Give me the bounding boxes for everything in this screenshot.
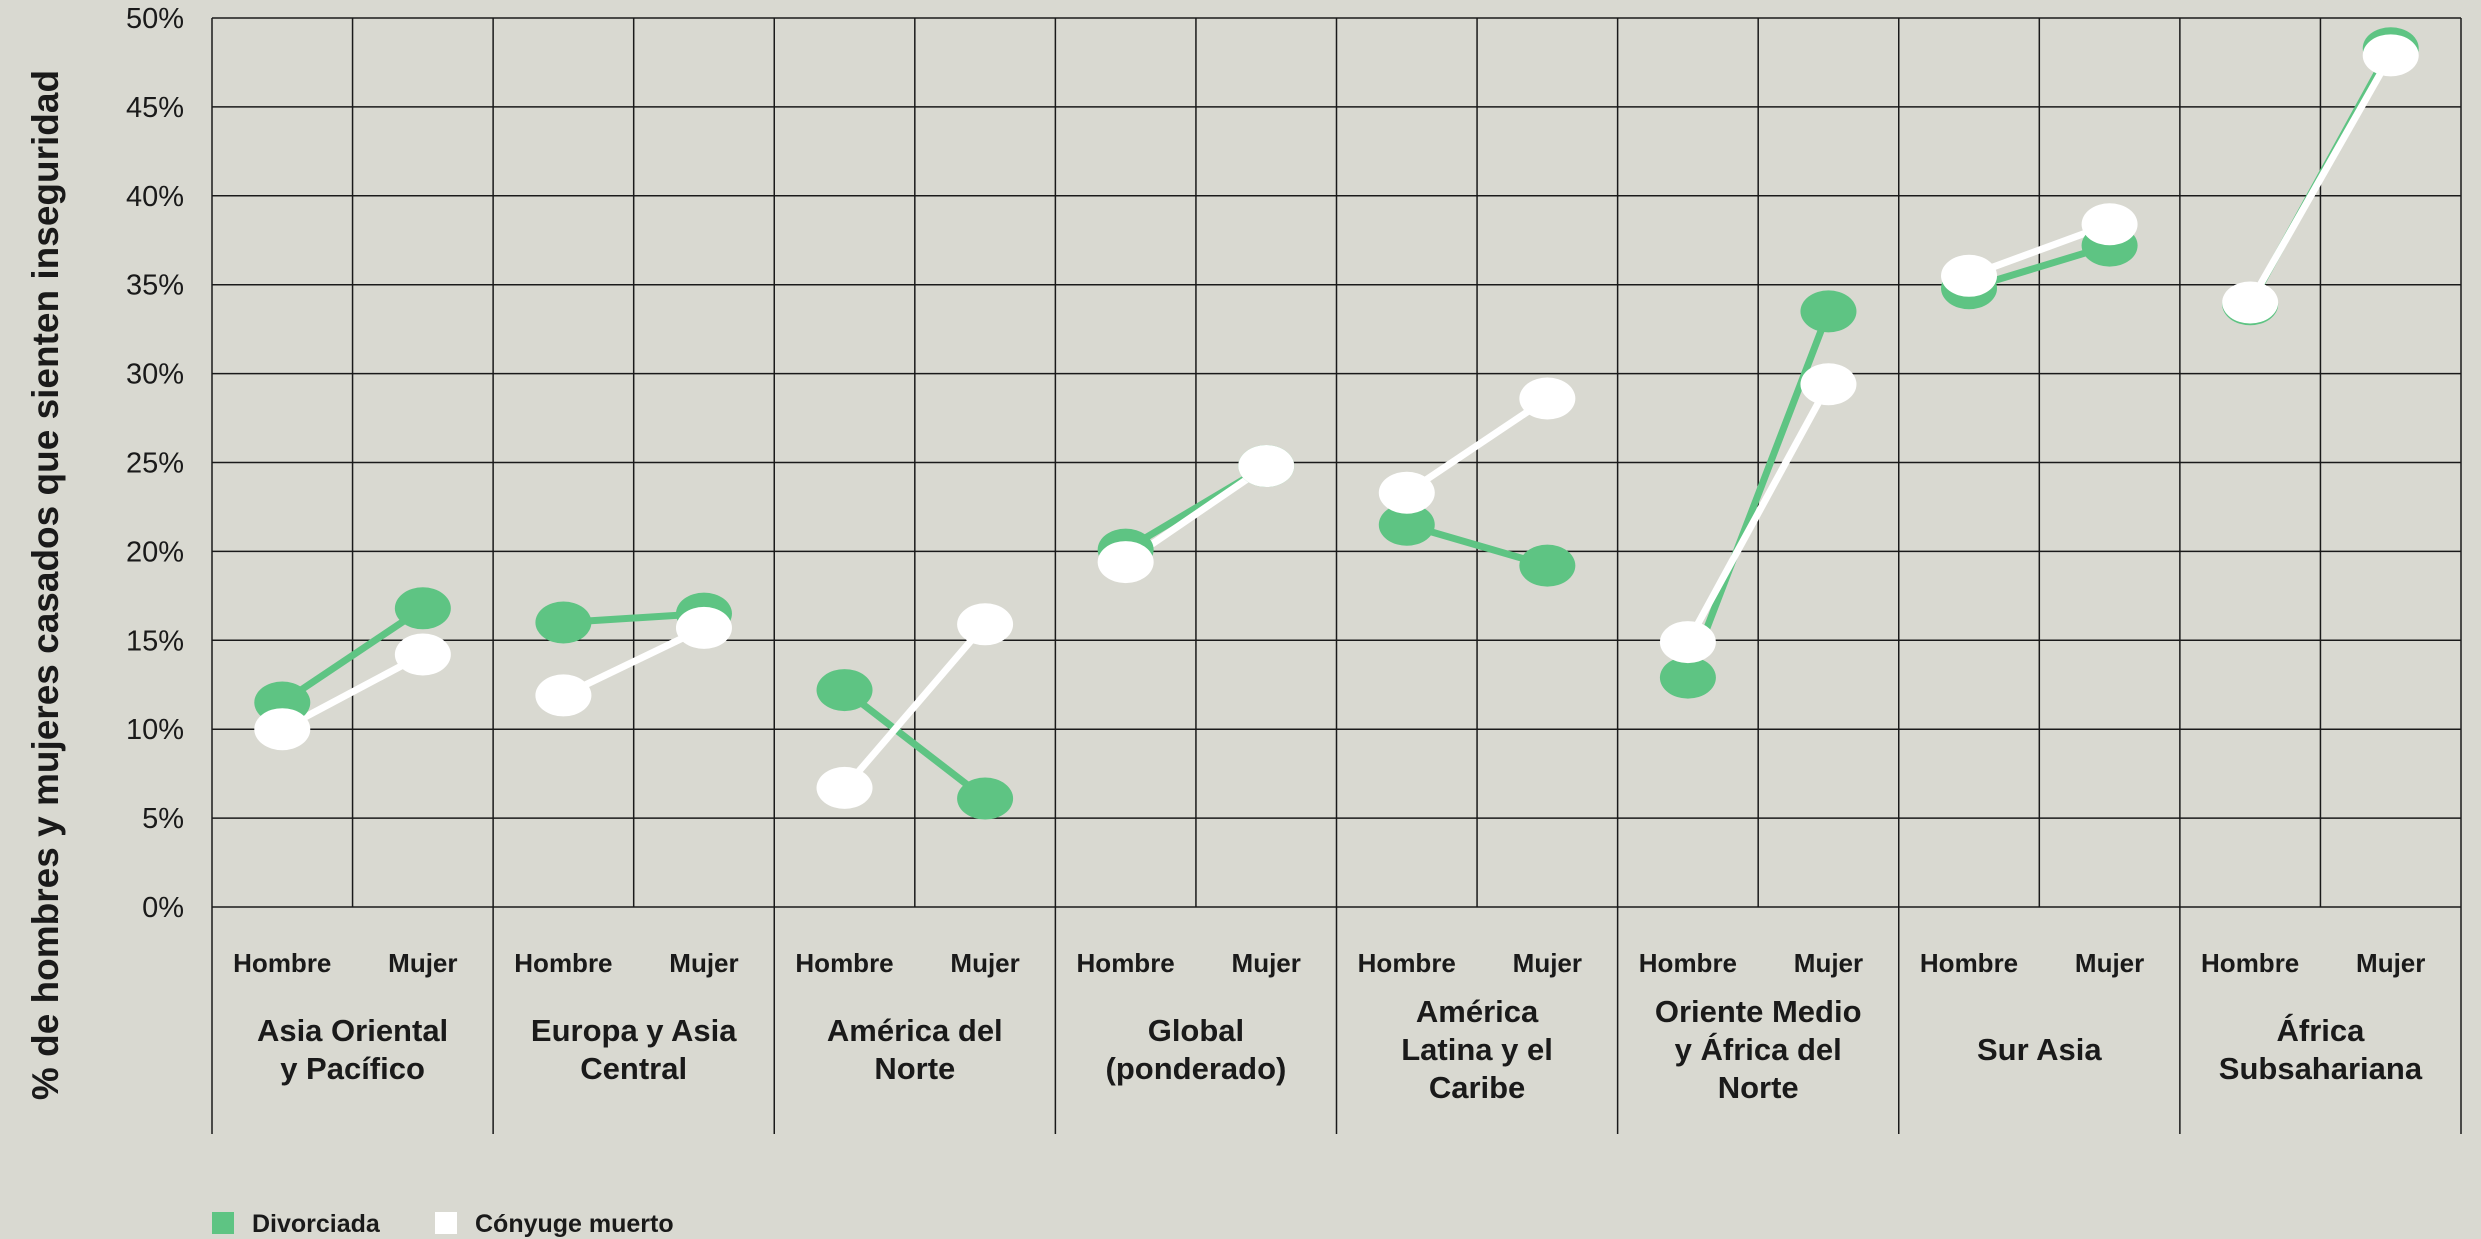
subcategory-label: Hombre [1358,948,1456,978]
y-tick-label: 35% [126,270,184,302]
widowed-point [535,674,592,717]
y-axis-label: % de hombres y mujeres casados que sient… [25,70,66,1100]
subcategory-label: Hombre [795,948,893,978]
widowed-point [394,633,451,676]
series [254,27,2419,820]
widowed-line [841,622,988,791]
subcategory-label: Hombre [1920,948,2018,978]
group-label: Norte [874,1051,955,1086]
group-label: y África del [1675,1032,1842,1067]
subcategory-label: Mujer [388,948,457,978]
group-label: Norte [1718,1070,1799,1105]
group-label: Caribe [1429,1070,1525,1105]
widowed-point [2081,203,2138,246]
subcategory-label: Hombre [1077,948,1175,978]
subcategory-label: Mujer [1794,948,1863,978]
subcategory-label: Mujer [2075,948,2144,978]
widowed-line [1684,382,1832,644]
subcategory-label: Mujer [2356,948,2425,978]
subcategory-label: Mujer [1513,948,1582,978]
group-label: Global [1148,1013,1244,1048]
widowed-point [2222,281,2279,324]
widowed-point [1519,377,1576,420]
group-label: África [2277,1013,2366,1048]
group-label: Latina y el [1401,1032,1553,1067]
divorced-point [1519,544,1576,587]
group-label: Central [580,1051,687,1086]
y-tick-label: 40% [126,181,184,213]
y-tick-label: 0% [142,892,184,924]
divorced-point [394,587,451,630]
widowed-point [1378,471,1435,514]
widowed-point [1659,621,1716,664]
widowed-point [675,606,732,649]
group-label: América del [827,1013,1003,1048]
subcategory-label: Mujer [669,948,738,978]
widowed-point [2362,34,2419,77]
legend: Divorciada Cónyuge muerto [212,1210,674,1238]
y-tick-label: 20% [126,536,184,568]
divorced-point [816,669,873,712]
widowed-line [2247,53,2394,305]
subcategory-label: Mujer [1232,948,1301,978]
y-tick-label: 30% [126,359,184,391]
y-tick-label: 50% [126,3,184,35]
group-label: y Pacífico [280,1051,425,1086]
divorced-point [1800,290,1857,333]
widowed-point [957,603,1014,646]
y-tick-label: 10% [126,714,184,746]
divorced-point [957,777,1014,820]
widowed-line [280,651,425,733]
widowed-point [816,766,873,809]
legend-label-divorced: Divorciada [252,1210,381,1238]
divorced-line [1684,310,1832,679]
widowed-line [1404,395,1550,496]
group-label: América [1416,994,1539,1029]
widowed-point [1800,363,1857,406]
group-label: (ponderado) [1106,1051,1287,1086]
group-label: Europa y Asia [531,1013,737,1048]
widowed-point [254,708,311,751]
legend-swatch-divorced [212,1212,234,1234]
y-tick-label: 5% [142,803,184,835]
group-label: Asia Oriental [257,1013,448,1048]
grid [211,17,2462,1134]
divorced-point [535,601,592,644]
subcategory-label: Mujer [950,948,1019,978]
legend-swatch-widowed [435,1212,457,1234]
widowed-point [1097,541,1154,584]
divorced-point [1378,503,1435,546]
group-label: Sur Asia [1977,1032,2102,1067]
y-tick-label: 45% [126,92,184,124]
legend-label-widowed: Cónyuge muerto [475,1210,674,1238]
group-label: Subsahariana [2219,1051,2423,1086]
widowed-point [1941,254,1998,297]
divorced-line [842,687,988,802]
y-tick-labels: 0% 5% 10% 15% 20% 25% 30% 35% 40% 45% 50% [126,3,184,924]
y-tick-label: 15% [126,625,184,657]
divorced-line [280,605,425,706]
subcategory-label: Hombre [1639,948,1737,978]
widowed-point [1238,445,1295,488]
group-label: Oriente Medio [1655,994,1862,1029]
subcategory-label: Hombre [514,948,612,978]
divorced-point [1659,656,1716,699]
subcategory-label: Hombre [2201,948,2299,978]
subcategory-label: Hombre [233,948,331,978]
y-tick-label: 25% [126,448,184,480]
